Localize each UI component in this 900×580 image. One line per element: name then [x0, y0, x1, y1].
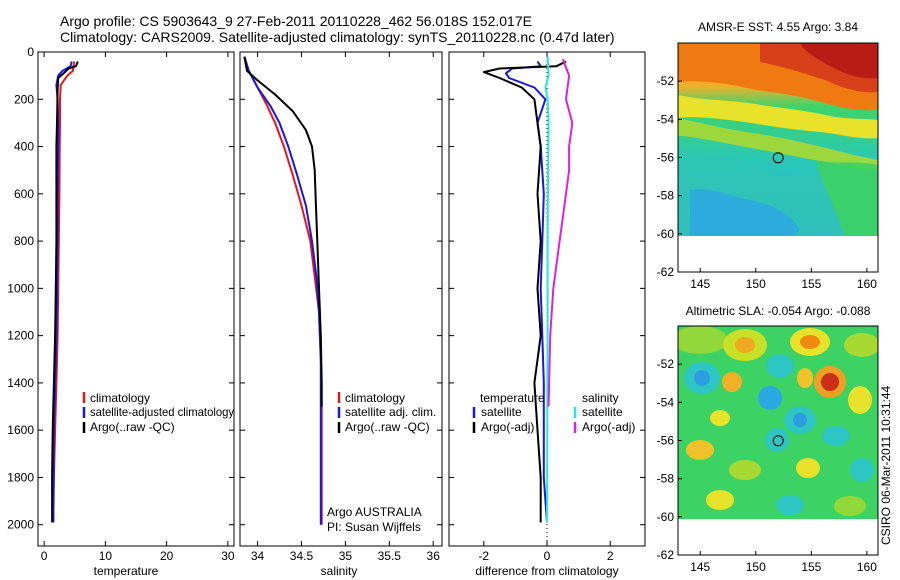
xtick-label-salinity-1: 34.5	[290, 549, 314, 563]
sst-map-field	[678, 43, 878, 236]
legend-label-diff-sal-argo: Argo(-adj)	[582, 420, 635, 434]
map-ytick-label-sla_map-4: -60	[657, 510, 675, 524]
map-xtick-label-sst_map-1: 150	[746, 277, 766, 291]
ytick-label-temperature-8: 1600	[7, 423, 34, 437]
map-ytick-label-sst_map-5: -62	[657, 265, 675, 279]
xtick-label-temperature-2: 20	[160, 549, 174, 563]
xtick-label-temperature-1: 10	[99, 549, 113, 563]
series-line-difference-0	[504, 60, 548, 523]
map-ytick-label-sla_map-2: -56	[657, 434, 675, 448]
legend-title-salinity: salinity	[582, 391, 619, 405]
xtick-label-salinity-3: 35.5	[378, 549, 402, 563]
legend-label-diff-temp-argo: Argo(-adj)	[481, 420, 534, 434]
xtick-label-difference-1: 0	[544, 549, 551, 563]
legend-label-diff-sal-satellite: satellite	[582, 405, 623, 419]
map-xtick-label-sla_map-3: 160	[857, 560, 877, 574]
series-line-temperature-0	[52, 61, 76, 523]
ytick-label-temperature-0: 0	[27, 45, 34, 59]
map-ytick-label-sst_map-2: -56	[657, 151, 675, 165]
sst-map-title: AMSR-E SST: 4.55 Argo: 3.84	[698, 20, 858, 34]
side-timestamp-label: CSIRO 06-Mar-2011 10:31:44	[879, 385, 893, 545]
figure-title-line1: Argo profile: CS 5903643_9 27-Feb-2011 2…	[60, 13, 532, 29]
sla-map-float-marker	[772, 435, 784, 447]
salinity-axes-frame	[239, 51, 443, 547]
map-ytick-label-sst_map-1: -54	[657, 112, 675, 126]
map-ytick-label-sla_map-5: -62	[657, 548, 675, 562]
xtick-label-difference-0: -2	[478, 549, 489, 563]
xtick-label-salinity-2: 35	[339, 549, 353, 563]
xtick-label-salinity-4: 36	[427, 549, 441, 563]
legend-label-sal-climatology: climatology	[345, 391, 405, 405]
temperature-legend: climatology satellite-adjusted climatolo…	[82, 391, 234, 434]
difference-legend: temperature salinity satellite Argo(-adj…	[472, 391, 635, 434]
sla-map-title: Altimetric SLA: -0.054 Argo: -0.088	[686, 304, 871, 318]
legend-label-sal-satellite: satellite adj. clim.	[345, 405, 436, 419]
ytick-label-temperature-4: 800	[14, 234, 34, 248]
series-line-salinity-2	[243, 56, 323, 407]
temperature-profile-axes: 0 10 20 30 0 200 400 600 800 1000 1200 1400 1600 1800…	[7, 45, 235, 578]
map-xtick-label-sst_map-3: 160	[857, 277, 877, 291]
ytick-label-temperature-10: 2000	[7, 518, 34, 532]
ytick-label-temperature-6: 1200	[7, 329, 34, 343]
series-line-salinity-0	[243, 56, 323, 525]
series-line-difference-3	[547, 58, 574, 407]
xtick-label-salinity-0: 34	[251, 549, 265, 563]
ytick-label-temperature-3: 600	[14, 187, 34, 201]
ytick-label-temperature-5: 1000	[7, 281, 34, 295]
map-xtick-label-sla_map-1: 150	[746, 560, 766, 574]
series-line-temperature-2	[51, 61, 79, 523]
legend-label-argo: Argo(..raw -QC)	[90, 420, 175, 434]
sst-map-float-marker	[772, 152, 784, 164]
map-ytick-label-sst_map-0: -52	[657, 74, 675, 88]
salinity-xlabel: salinity	[321, 564, 358, 578]
map-ytick-label-sla_map-0: -52	[657, 357, 675, 371]
series-line-difference-1	[482, 60, 567, 523]
legend-label-diff-temp-satellite: satellite	[481, 405, 522, 419]
map-xtick-label-sla_map-0: 145	[690, 560, 710, 574]
temperature-xlabel: temperature	[94, 564, 159, 578]
difference-profile-axes: -2 0 2 difference from climatology tempera…	[448, 51, 646, 578]
temperature-axes-frame	[37, 51, 235, 547]
legend-label-climatology: climatology	[90, 391, 150, 405]
legend-title-temperature: temperature	[480, 391, 545, 405]
map-ytick-label-sla_map-3: -58	[657, 472, 675, 486]
figure-title-line2: Climatology: CARS2009. Satellite-adjuste…	[60, 29, 615, 45]
legend-label-satellite-adjusted: satellite-adjusted climatology	[90, 405, 234, 419]
legend-label-sal-argo: Argo(..raw -QC)	[345, 420, 430, 434]
map-ytick-label-sst_map-4: -60	[657, 227, 675, 241]
annotation-pi-name: PI: Susan Wijffels	[327, 520, 421, 534]
map-ytick-label-sst_map-3: -58	[657, 189, 675, 203]
ytick-label-temperature-1: 200	[14, 92, 34, 106]
map-xtick-label-sla_map-2: 155	[801, 560, 821, 574]
salinity-legend: climatology satellite adj. clim. Argo(..…	[327, 391, 436, 534]
xtick-label-temperature-0: 0	[41, 549, 48, 563]
difference-xlabel: difference from climatology	[475, 564, 618, 578]
sla-map-field	[678, 326, 878, 519]
series-line-salinity-1	[243, 56, 322, 525]
series-line-temperature-1	[52, 61, 73, 523]
xtick-label-temperature-3: 30	[221, 549, 235, 563]
series-line-difference-2	[544, 56, 550, 523]
xtick-label-difference-2: 2	[607, 549, 614, 563]
ytick-label-temperature-2: 400	[14, 140, 34, 154]
map-xtick-label-sst_map-2: 155	[801, 277, 821, 291]
map-xtick-label-sst_map-0: 145	[690, 277, 710, 291]
ytick-label-temperature-7: 1400	[7, 376, 34, 390]
ytick-label-temperature-9: 1800	[7, 470, 34, 484]
map-ytick-label-sla_map-1: -54	[657, 395, 675, 409]
sla-map-axes: Altimetric SLA: -0.054 Argo: -0.088	[657, 304, 879, 574]
annotation-argo-australia: Argo AUSTRALIA	[327, 505, 422, 519]
salinity-profile-axes: 34 34.5 35 35.5 36 salinity climatology sate…	[239, 51, 443, 578]
sst-map-axes: AMSR-E SST: 4.55 Argo: 3.84 145 150 155 160…	[657, 20, 879, 291]
